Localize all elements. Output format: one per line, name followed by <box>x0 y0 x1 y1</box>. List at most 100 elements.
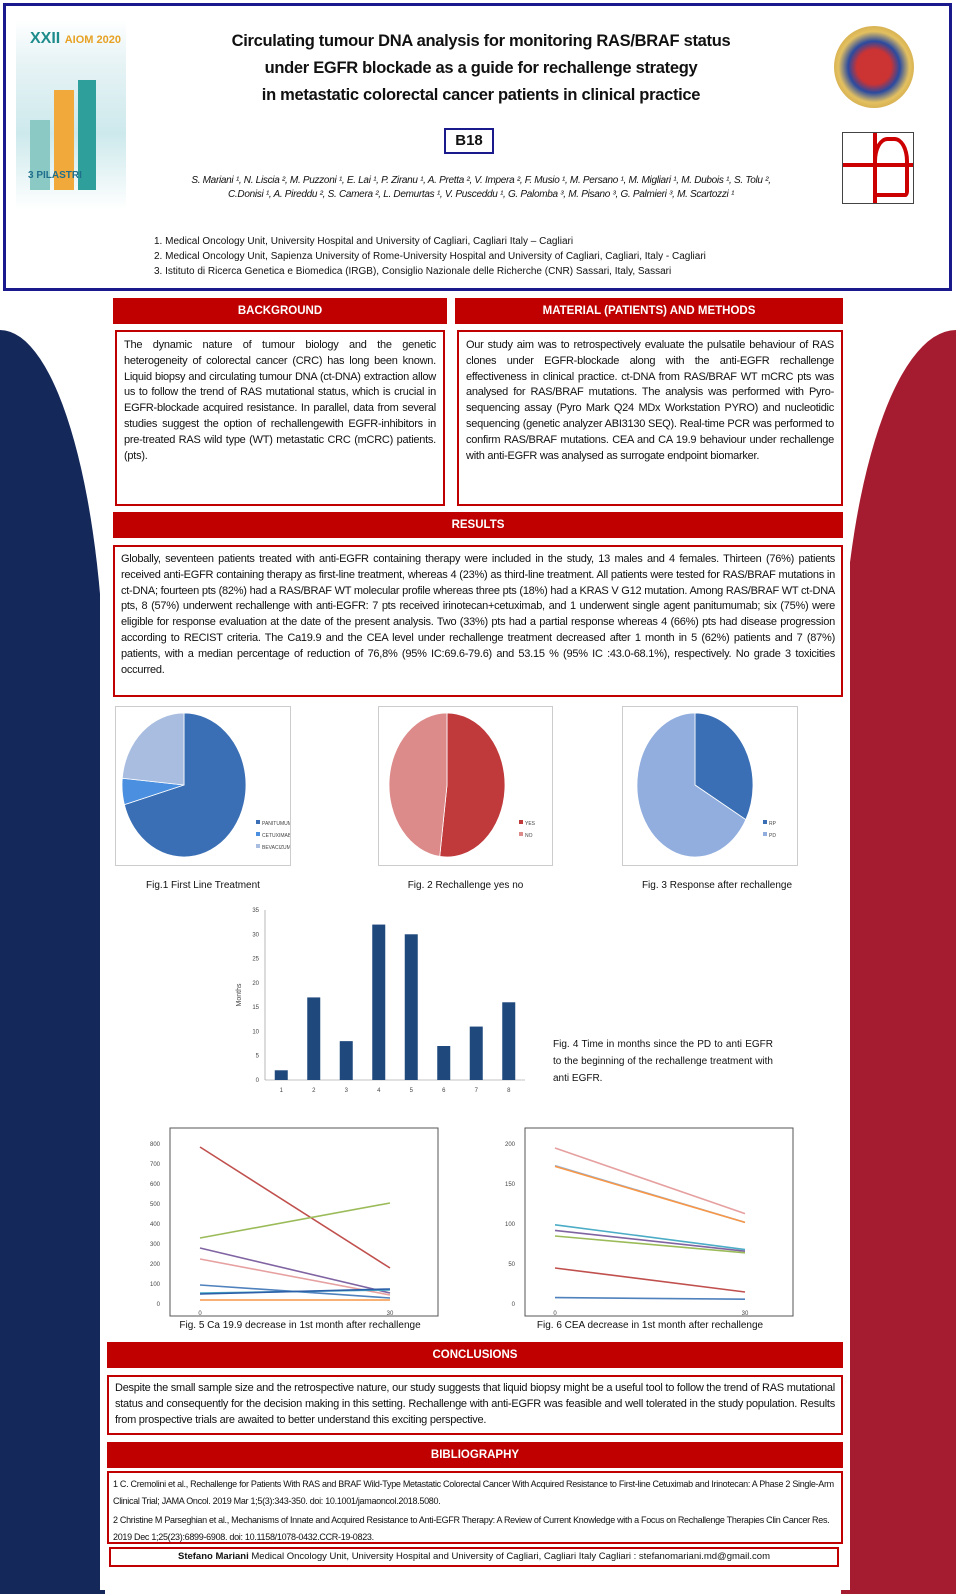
university-seal-logo <box>834 26 914 108</box>
pie-slice-panitumumab <box>123 712 247 858</box>
legend-label: PD <box>769 833 776 839</box>
x-tick-label: 0 <box>198 1311 202 1317</box>
legend-label: PANITUMUMAB <box>262 821 290 827</box>
methods-text: Our study aim was to retrospectively eva… <box>457 330 843 506</box>
legend-swatch <box>763 832 767 836</box>
y-tick-label: 0 <box>512 1302 516 1308</box>
legend-label: CETUXIMAB <box>262 833 290 839</box>
y-tick-label: 300 <box>150 1242 161 1248</box>
poster-code: B18 <box>444 128 494 154</box>
bar-3 <box>339 1041 353 1080</box>
results-text: Globally, seventeen patients treated wit… <box>113 545 843 697</box>
bar-7 <box>469 1026 483 1080</box>
fig1-pie-chart: PANITUMUMAB CETUXIMAB BEVACIZUMAB <box>121 712 299 858</box>
series-line-6 <box>554 1235 746 1254</box>
bibliography-list: 1 C. Cremolini et al., Rechallenge for P… <box>107 1471 843 1544</box>
y-tick-label: 30 <box>252 932 259 938</box>
fig3-pie-chart: RP PD <box>636 712 777 858</box>
authors: S. Mariani ¹, N. Liscia ², M. Puzzoni ¹,… <box>191 175 771 200</box>
fig1-caption: Fig.1 First Line Treatment <box>146 880 260 891</box>
y-axis-label: Months <box>236 983 243 1006</box>
bar-5 <box>404 934 418 1080</box>
y-tick-label: 20 <box>252 981 259 987</box>
methods-heading: MATERIAL (PATIENTS) AND METHODS <box>455 298 843 324</box>
x-tick-label: 3 <box>345 1088 349 1094</box>
fig6-caption: Fig. 6 CEA decrease in 1st month after r… <box>536 1320 764 1331</box>
series-line-4 <box>199 1258 391 1296</box>
fig1-panel: PANITUMUMAB CETUXIMAB BEVACIZUMAB <box>115 706 299 866</box>
poster-header: XXII AIOM 2020 3 PILASTRI Circulating tu… <box>3 3 952 291</box>
y-tick-label: 500 <box>150 1202 161 1208</box>
bar-1 <box>274 1070 288 1080</box>
fig2-caption: Fig. 2 Rechallenge yes no <box>407 880 524 891</box>
legend-swatch <box>519 832 523 836</box>
fig4-caption: Fig. 4 Time in months since the PD to an… <box>553 1039 773 1084</box>
y-tick-label: 100 <box>150 1282 161 1288</box>
y-tick-label: 25 <box>252 957 259 963</box>
legend-swatch <box>763 820 767 824</box>
series-line-1 <box>199 1146 391 1269</box>
fig6-line-chart: 0 50 100 150 200 0 30 <box>505 1127 794 1317</box>
y-tick-label: 10 <box>252 1029 259 1035</box>
legend-label: NO <box>525 833 533 839</box>
x-tick-label: 1 <box>280 1088 284 1094</box>
legend-swatch <box>519 820 523 824</box>
y-tick-label: 50 <box>508 1262 515 1268</box>
x-tick-label: 30 <box>742 1311 749 1317</box>
y-tick-label: 15 <box>252 1005 259 1011</box>
x-tick-label: 7 <box>475 1088 479 1094</box>
background-heading: BACKGROUND <box>113 298 447 324</box>
y-tick-label: 200 <box>150 1262 161 1268</box>
pie-slice-rp <box>694 712 754 821</box>
y-tick-label: 5 <box>256 1054 260 1060</box>
bar-2 <box>307 997 321 1080</box>
legend-swatch <box>256 832 260 836</box>
fig4-bar-chart: 0 5 10 15 20 25 30 35 Months 1 2 3 4 5 6 7 8 <box>236 908 525 1094</box>
y-tick-label: 0 <box>157 1302 161 1308</box>
results-heading: RESULTS <box>113 512 843 538</box>
y-tick-label: 35 <box>252 908 259 914</box>
series-line-1 <box>554 1147 746 1215</box>
fig5-caption: Fig. 5 Ca 19.9 decrease in 1st month aft… <box>179 1320 421 1331</box>
series-line-7 <box>554 1267 746 1293</box>
fig3-caption: Fig. 3 Response after rechallenge <box>641 880 793 891</box>
hospital-logo <box>842 132 914 204</box>
fig5-line-chart: 0 100 200 300 400 500 600 700 800 0 30 <box>150 1127 439 1317</box>
y-tick-label: 0 <box>256 1078 260 1084</box>
legend-label: RP <box>769 821 777 827</box>
series-line-4 <box>554 1224 746 1251</box>
x-tick-label: 6 <box>442 1088 446 1094</box>
legend-swatch <box>256 820 260 824</box>
x-tick-label: 8 <box>507 1088 511 1094</box>
series-line-3 <box>554 1165 746 1224</box>
legend-swatch <box>256 844 260 848</box>
congress-logo: XXII AIOM 2020 3 PILASTRI <box>16 20 126 210</box>
poster-title: Circulating tumour DNA analysis for moni… <box>231 32 731 104</box>
y-tick-label: 400 <box>150 1222 161 1228</box>
x-tick-label: 30 <box>387 1311 394 1317</box>
fig3-panel: RP PD <box>622 706 798 866</box>
series-line-5 <box>554 1229 746 1252</box>
content-area <box>100 290 850 1590</box>
bibliography-heading: BIBLIOGRAPHY <box>107 1442 843 1468</box>
y-tick-label: 150 <box>505 1182 516 1188</box>
y-tick-label: 600 <box>150 1182 161 1188</box>
left-decorative-band <box>0 330 105 1594</box>
legend-label: BEVACIZUMAB <box>262 845 290 851</box>
fig2-pie-chart: YES NO <box>388 712 536 858</box>
y-tick-label: 700 <box>150 1162 161 1168</box>
x-tick-label: 2 <box>312 1088 316 1094</box>
series-line-2 <box>199 1202 391 1239</box>
x-tick-label: 0 <box>553 1311 557 1317</box>
series-line-3 <box>199 1247 391 1294</box>
plot-frame <box>524 1127 794 1317</box>
conclusions-text: Despite the small sample size and the re… <box>107 1375 843 1435</box>
pie-slice-pd <box>636 712 747 858</box>
y-tick-label: 100 <box>505 1222 516 1228</box>
x-tick-label: 5 <box>410 1088 414 1094</box>
fig2-panel: YES NO <box>378 706 553 866</box>
contact-footer: Stefano Mariani Medical Oncology Unit, U… <box>109 1547 839 1567</box>
right-decorative-band <box>841 330 956 1594</box>
bar-4 <box>372 924 386 1080</box>
pie-slice-bevacizumab <box>121 712 185 786</box>
